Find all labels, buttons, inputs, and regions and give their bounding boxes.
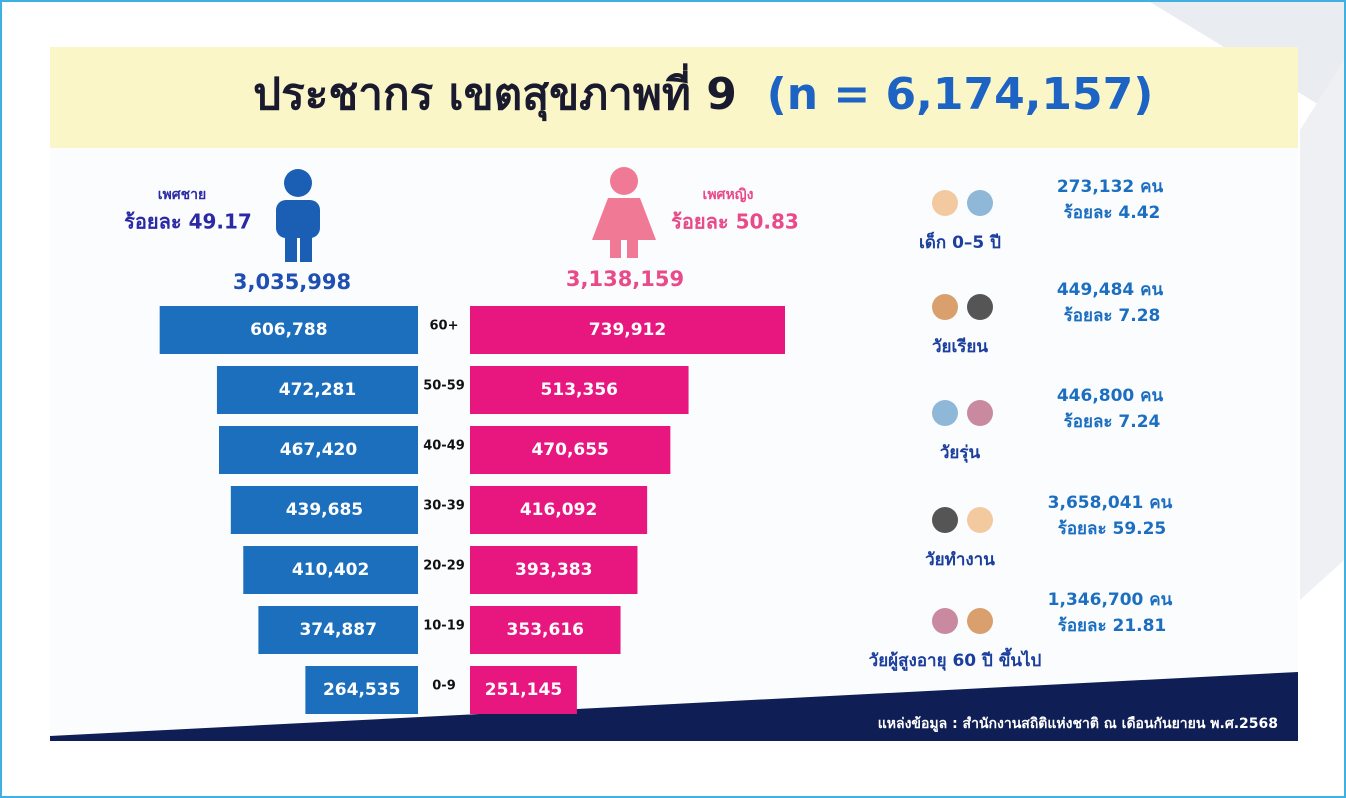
male-name: เพศชาย [158,187,206,203]
footer-band [50,672,1298,741]
group-label: เด็ก 0–5 ปี [919,230,1001,253]
group-icon [967,190,993,216]
group-percent: ร้อยละ 21.81 [1058,616,1167,636]
male-icon [276,169,320,262]
bar [258,606,418,654]
value-label: 416,092 [520,500,597,520]
decoration [1300,60,1344,600]
source: แหล่งข้อมูล : สำนักงานสถิติแห่งชาติ ณ เด… [878,716,1278,732]
group-icon [967,507,993,533]
group-icon [932,608,958,634]
value-label: 513,356 [541,380,618,400]
value-label: 374,887 [299,620,376,640]
age-label: 40-49 [423,439,465,454]
bar [243,546,418,594]
age-label: 0-9 [432,679,456,694]
value-label: 739,912 [589,320,666,340]
value-label: 410,402 [292,560,369,580]
group-label: วัยผู้สูงอายุ 60 ปี ขึ้นไป [869,647,1042,672]
group-icon [932,400,958,426]
age-label: 60+ [430,319,459,334]
group-icon [967,400,993,426]
bar [159,306,419,354]
group-count: 446,800 คน [1057,386,1164,406]
bar [305,666,418,714]
bar [470,666,577,714]
group-icon [967,294,993,320]
value-label: 606,788 [250,320,327,340]
male-percent: ร้อยละ 49.17 [124,210,252,234]
male-total: 3,035,998 [233,270,351,294]
group-percent: ร้อยละ 7.28 [1064,306,1161,326]
female-icon [592,167,656,258]
age-label: 50-59 [423,379,465,394]
value-label: 467,420 [280,440,358,460]
group-count: 3,658,041 คน [1048,493,1173,513]
bar [470,606,621,654]
bar [470,546,638,594]
group-count: 1,346,700 คน [1048,590,1173,610]
group-icon [967,608,993,634]
age-label: 30-39 [423,499,465,514]
title-n: (n = 6,174,157) [767,69,1154,120]
value-label: 439,685 [286,500,363,520]
age-label: 10-19 [423,619,465,634]
value-label: 472,281 [279,380,356,400]
group-percent: ร้อยละ 59.25 [1058,519,1167,539]
group-count: 449,484 คน [1057,280,1164,300]
value-label: 470,655 [531,440,608,460]
group-count: 273,132 คน [1057,177,1164,197]
value-label: 251,145 [485,680,562,700]
group-label: วัยเรียน [932,336,988,357]
group-percent: ร้อยละ 7.24 [1064,412,1161,432]
group-percent: ร้อยละ 4.42 [1064,203,1161,223]
title: ประชากร เขตสุขภาพที่ 9 [253,63,737,122]
bar [470,306,785,354]
group-icon [932,507,958,533]
bar [230,486,418,534]
bar [216,366,418,414]
group-icon [932,294,958,320]
header-band [50,47,1298,148]
female-total: 3,138,159 [566,267,684,291]
group-label: วัยรุ่น [940,443,981,463]
value-label: 393,383 [515,560,592,580]
female-name: เพศหญิง [703,187,754,203]
value-label: 264,535 [323,680,400,700]
group-icon [932,190,958,216]
group-label: วัยทำงาน [925,550,995,570]
female-percent: ร้อยละ 50.83 [671,210,799,234]
value-label: 353,616 [507,620,584,640]
bar [470,486,648,534]
bar [470,366,689,414]
bar [219,426,418,474]
bar [470,426,671,474]
age-label: 20-29 [423,559,465,574]
